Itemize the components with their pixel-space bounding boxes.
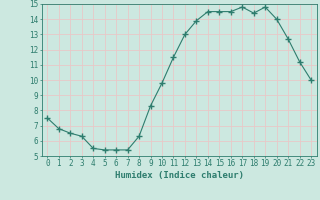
X-axis label: Humidex (Indice chaleur): Humidex (Indice chaleur) — [115, 171, 244, 180]
